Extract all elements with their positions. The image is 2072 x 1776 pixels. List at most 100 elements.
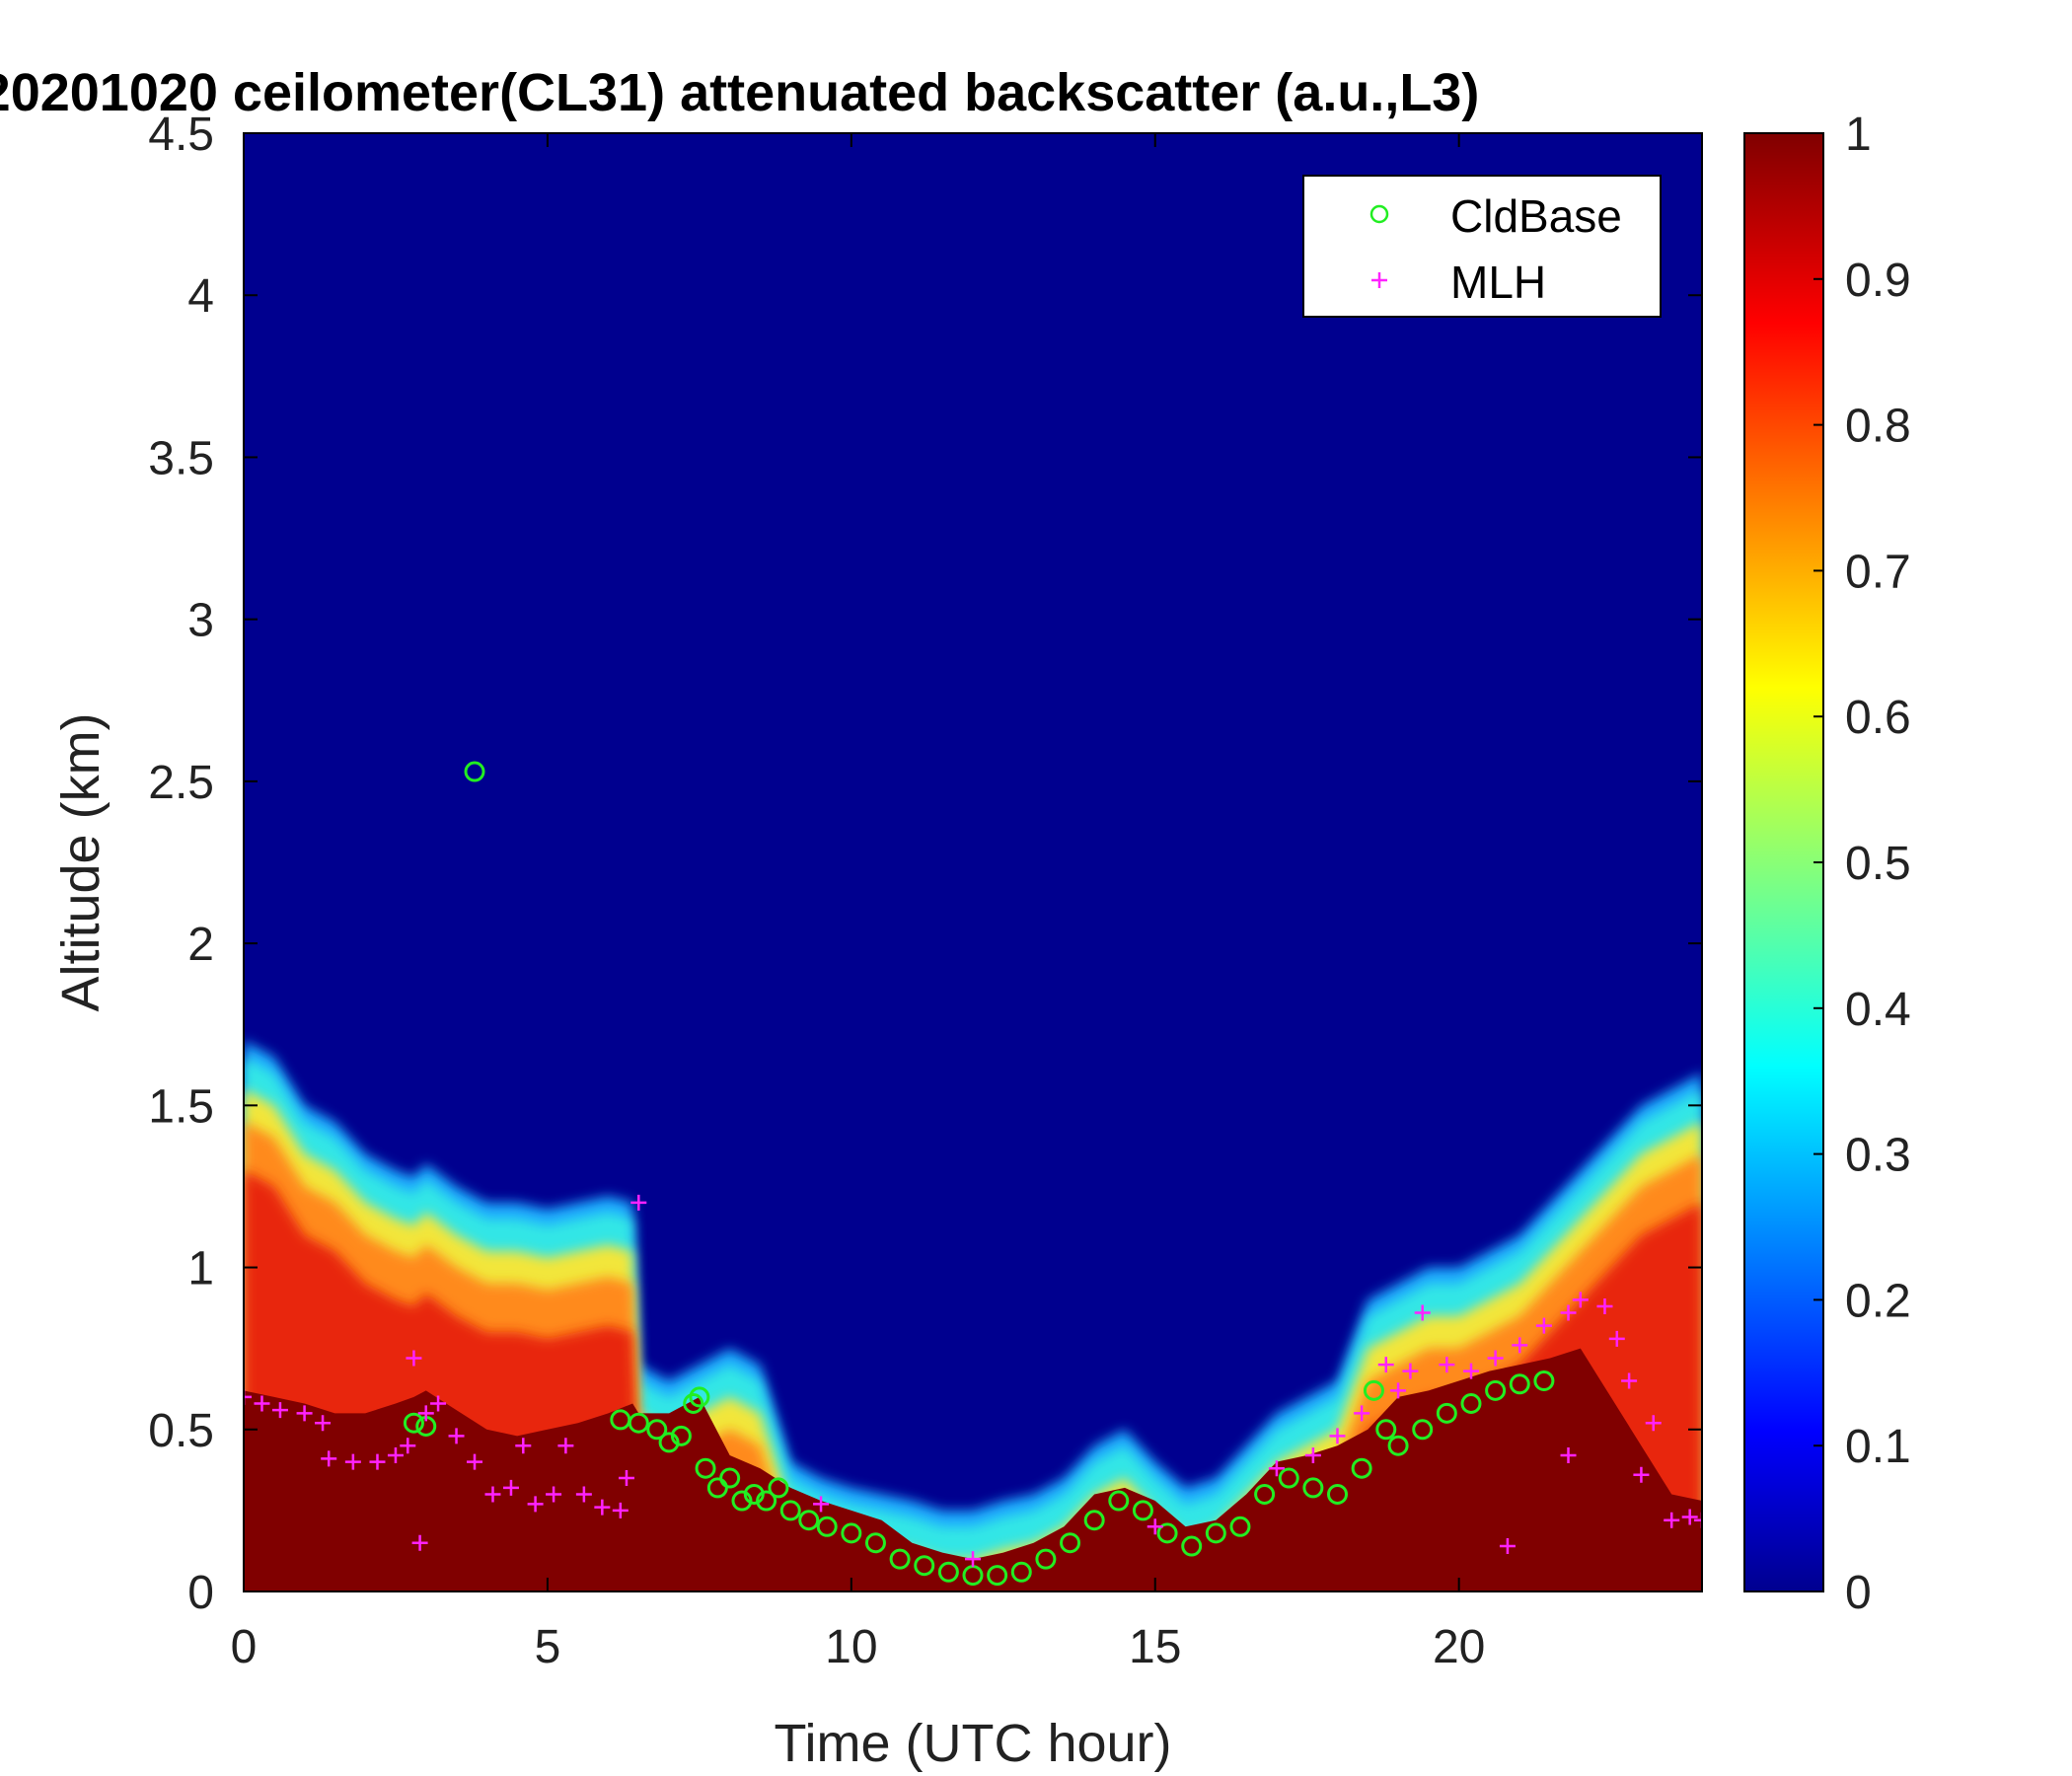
cldbase-point xyxy=(719,1467,741,1489)
mlh-point xyxy=(1329,1428,1346,1444)
mlh-point xyxy=(594,1499,611,1516)
x-tick-label: 10 xyxy=(825,1621,877,1673)
cldbase-point xyxy=(1108,1490,1130,1512)
cldbase-point xyxy=(841,1522,862,1544)
x-axis-label: Time (UTC hour) xyxy=(774,1714,1171,1773)
plot-frame xyxy=(243,132,1703,1592)
mlh-point xyxy=(557,1438,574,1454)
cldbase-point xyxy=(937,1561,959,1583)
mlh-point xyxy=(321,1450,337,1467)
mlh-point xyxy=(1596,1297,1613,1314)
mlh-point xyxy=(315,1415,332,1432)
cldbase-point xyxy=(1181,1535,1203,1557)
mlh-point xyxy=(1633,1466,1650,1483)
mlh-point xyxy=(502,1479,519,1496)
cldbase-point xyxy=(1387,1435,1409,1456)
cldbase-point xyxy=(658,1432,680,1453)
cldbase-point xyxy=(1436,1402,1457,1424)
mlh-point xyxy=(1572,1292,1589,1308)
cldbase-point xyxy=(670,1425,692,1446)
mlh-point xyxy=(1499,1538,1516,1555)
cldbase-point xyxy=(864,1532,886,1554)
colorbar: 0 0.1 0.2 0.3 0.4 0.5 0.6 0.7 0.8 0.9 1 xyxy=(1743,109,1911,1619)
colorbar-tick-label: 1 xyxy=(1845,109,1872,161)
colorbar-tick-label: 0.9 xyxy=(1845,255,1911,307)
mlh-point xyxy=(1694,1512,1702,1528)
y-axis-label: Altitude (km) xyxy=(51,712,111,1011)
y-tick-label: 0 xyxy=(187,1567,214,1619)
cldbase-point xyxy=(1533,1370,1555,1392)
cldbase-point xyxy=(403,1412,424,1434)
cldbase-markers xyxy=(403,761,1555,1587)
colorbar-tick-label: 0.2 xyxy=(1845,1275,1911,1327)
cldbase-point xyxy=(1060,1532,1081,1554)
colorbar-tick-label: 0.3 xyxy=(1845,1130,1911,1182)
y-axis: 0 0.5 1 1.5 2 2.5 3 3.5 4 4.5 xyxy=(148,109,1702,1619)
mlh-point xyxy=(400,1438,416,1454)
cldbase-point xyxy=(987,1565,1008,1587)
mlh-point xyxy=(630,1194,647,1211)
y-tick-label: 1.5 xyxy=(148,1080,214,1133)
cldbase-point xyxy=(731,1490,753,1512)
mlh-point xyxy=(612,1502,629,1518)
cldbase-point xyxy=(816,1516,838,1537)
y-tick-label: 3 xyxy=(187,595,214,647)
mlh-point xyxy=(387,1447,404,1464)
mlh-point xyxy=(344,1453,361,1470)
mlh-point xyxy=(1645,1415,1662,1432)
y-tick-label: 2 xyxy=(187,919,214,971)
cldbase-point xyxy=(1254,1483,1276,1505)
mlh-point xyxy=(965,1551,981,1568)
x-tick-label: 20 xyxy=(1433,1621,1485,1673)
cldbase-point xyxy=(1485,1379,1507,1401)
mlh-markers xyxy=(244,1194,1702,1568)
mlh-point xyxy=(1664,1512,1680,1528)
colorbar-tick-label: 0.8 xyxy=(1845,401,1911,453)
mlh-point xyxy=(244,1388,252,1405)
cldbase-point xyxy=(1083,1510,1105,1531)
x-axis: 0 5 10 15 20 xyxy=(231,133,1485,1673)
mlh-point xyxy=(1354,1405,1370,1422)
mlh-point xyxy=(1304,1447,1321,1464)
mlh-point xyxy=(1621,1372,1638,1389)
mlh-point xyxy=(467,1453,483,1470)
colorbar-tick-label: 0.7 xyxy=(1845,546,1911,598)
cldbase-point xyxy=(628,1412,649,1434)
chart-title: 20201020 ceilometer(CL31) attenuated bac… xyxy=(0,63,1479,122)
colorbar-tick-label: 0.6 xyxy=(1845,692,1911,744)
x-tick-label: 0 xyxy=(231,1621,258,1673)
mlh-point xyxy=(1402,1363,1419,1379)
mlh-point xyxy=(1560,1447,1577,1464)
cldbase-point xyxy=(889,1548,911,1570)
y-tick-label: 4 xyxy=(187,270,214,323)
mlh-point xyxy=(515,1438,532,1454)
backscatter-field xyxy=(244,1040,1702,1591)
colorbar-tick-label: 0.1 xyxy=(1845,1421,1911,1473)
mlh-point xyxy=(1487,1350,1504,1367)
mlh-point xyxy=(1147,1518,1163,1535)
mlh-point xyxy=(546,1486,562,1503)
mlh-point xyxy=(1268,1460,1285,1477)
mlh-point xyxy=(406,1350,422,1367)
cldbase-point xyxy=(683,1393,704,1415)
x-tick-label: 15 xyxy=(1129,1621,1181,1673)
mlh-point xyxy=(417,1405,434,1422)
mlh-point xyxy=(1535,1317,1552,1334)
y-tick-label: 2.5 xyxy=(148,757,214,809)
mlh-point xyxy=(1512,1337,1528,1354)
cldbase-point xyxy=(1010,1561,1032,1583)
cldbase-point xyxy=(1509,1373,1530,1395)
mlh-point xyxy=(618,1470,634,1487)
mlh-point xyxy=(430,1395,447,1412)
mlh-point xyxy=(411,1534,428,1551)
mlh-point xyxy=(1560,1304,1577,1321)
mlh-point xyxy=(1462,1363,1479,1379)
cldbase-point xyxy=(646,1419,668,1441)
mlh-point xyxy=(813,1496,830,1513)
legend-mlh-marker xyxy=(1371,272,1387,288)
cldbase-point xyxy=(1327,1483,1348,1505)
mlh-point xyxy=(1439,1357,1455,1373)
cldbase-point xyxy=(1278,1467,1299,1489)
cldbase-point xyxy=(1132,1500,1153,1521)
cldbase-point xyxy=(1156,1522,1178,1544)
